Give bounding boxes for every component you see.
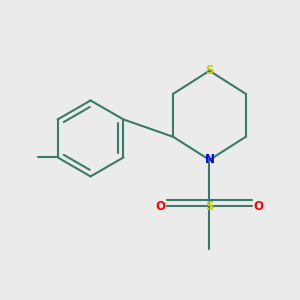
Text: S: S <box>205 200 214 213</box>
Text: S: S <box>205 64 214 77</box>
Text: N: N <box>204 153 214 167</box>
Text: O: O <box>156 200 166 213</box>
Text: O: O <box>253 200 263 213</box>
